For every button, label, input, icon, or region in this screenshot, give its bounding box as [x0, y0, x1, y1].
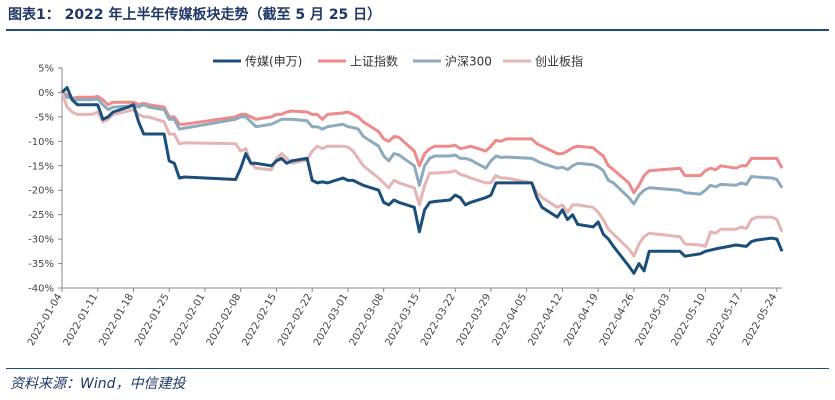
x-tick-label: 2022-03-01 — [312, 292, 351, 348]
x-tick-label: 2022-03-22 — [419, 292, 458, 348]
x-tick-label: 2022-02-22 — [276, 292, 315, 348]
x-tick-label: 2022-01-04 — [26, 292, 65, 348]
x-tick-label: 2022-04-26 — [598, 292, 637, 348]
x-tick-label: 2022-02-08 — [205, 292, 244, 348]
x-tick-label: 2022-05-24 — [741, 292, 780, 348]
y-tick-label: -5% — [35, 112, 54, 123]
legend: 传媒(申万) 上证指数 沪深300 创业板指 — [213, 54, 583, 69]
y-tick-label: -30% — [28, 235, 54, 246]
x-tick-label: 2022-03-29 — [455, 292, 494, 348]
source-rule — [6, 368, 829, 369]
legend-label-1: 传媒(申万) — [245, 54, 302, 69]
x-tick-label: 2022-05-17 — [705, 292, 744, 348]
x-tick-label: 2022-01-25 — [133, 292, 172, 348]
x-tick-label: 2022-04-05 — [491, 292, 530, 348]
y-tick-label: -20% — [28, 186, 54, 197]
x-tick-label: 2022-03-15 — [383, 292, 422, 348]
figure-title: 图表1： 2022 年上半年传媒板块走势（截至 5 月 25 日） — [8, 7, 382, 23]
series-line-4 — [60, 91, 784, 258]
line-chart: 5%0%-5%-10%-15%-20%-25%-30%-35%-40%2022-… — [26, 54, 784, 348]
x-tick-label: 2022-02-01 — [169, 292, 208, 348]
legend-label-4: 创业板指 — [535, 54, 583, 69]
y-tick-label: -15% — [28, 161, 54, 172]
y-tick-label: -25% — [28, 210, 54, 221]
legend-label-2: 上证指数 — [350, 54, 398, 69]
x-tick-label: 2022-01-18 — [97, 292, 136, 348]
title-rule — [6, 29, 829, 31]
y-tick-label: 0% — [38, 88, 54, 99]
source-note: 资料来源：Wind，中信建投 — [10, 376, 186, 392]
y-tick-label: 5% — [38, 64, 54, 75]
x-tick-label: 2022-03-08 — [348, 292, 387, 348]
x-tick-label: 2022-05-10 — [669, 292, 708, 348]
x-tick-label: 2022-04-12 — [526, 292, 565, 348]
y-tick-label: -40% — [28, 284, 54, 295]
x-tick-label: 2022-02-15 — [240, 292, 279, 348]
x-tick-label: 2022-05-03 — [634, 292, 673, 348]
series-lines — [60, 86, 784, 275]
series-line-2 — [61, 91, 784, 195]
series-line-1 — [60, 86, 784, 275]
legend-label-3: 沪深300 — [445, 55, 492, 69]
x-tick-label: 2022-04-19 — [562, 292, 601, 348]
x-tick-label: 2022-01-11 — [62, 292, 101, 348]
series-line-3 — [60, 91, 784, 206]
y-tick-label: -35% — [28, 259, 54, 270]
y-tick-label: -10% — [28, 137, 54, 148]
